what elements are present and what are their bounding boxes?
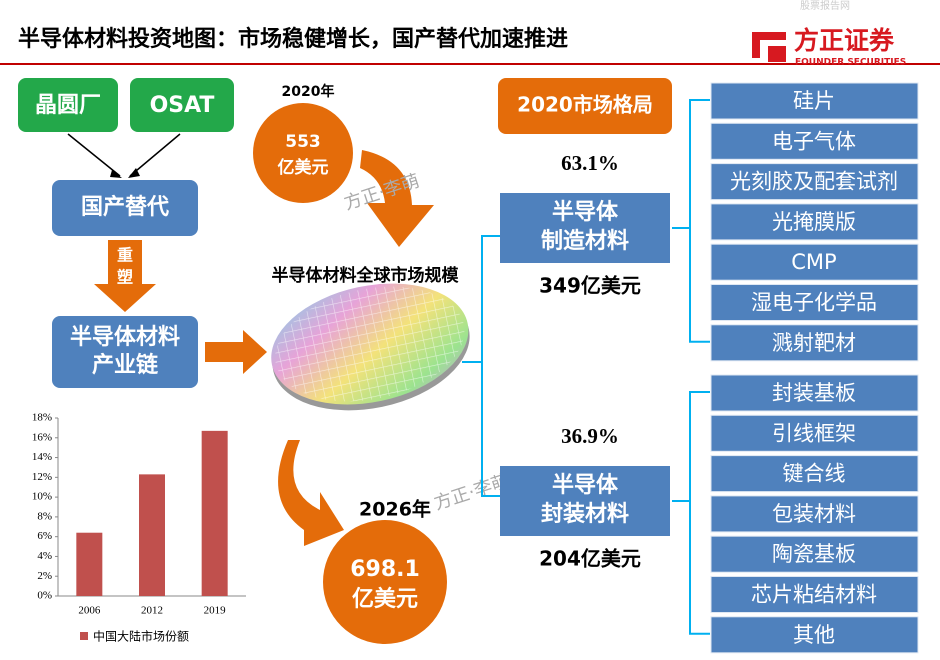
- size: 204亿美元: [539, 547, 641, 571]
- share: 36.9%: [561, 424, 619, 448]
- box-label: 封装材料: [541, 502, 629, 527]
- box-label: 2020市场格局: [517, 93, 653, 117]
- y-tick-label: 16%: [32, 431, 52, 443]
- arrow: [94, 240, 156, 312]
- list-item: [710, 455, 919, 493]
- box-label: OSAT: [150, 93, 215, 118]
- list-item: [710, 122, 919, 160]
- bubble: [323, 520, 447, 644]
- list-item-label: 键合线: [783, 462, 846, 486]
- list-item-label: 封装基板: [772, 381, 856, 405]
- bracket: [672, 99, 710, 343]
- list-item-label: 陶瓷基板: [772, 542, 856, 566]
- list-item: [710, 495, 919, 533]
- y-tick-label: 18%: [32, 412, 52, 424]
- watermark: 股票报告网: [800, 0, 850, 12]
- list-item-label: 溅射靶材: [772, 331, 856, 355]
- list-item: [710, 374, 919, 412]
- arrow: [205, 330, 267, 374]
- list-item-label: 光刻胶及配套试剂: [730, 170, 898, 194]
- bar: [139, 474, 165, 596]
- arrow-label: 重: [117, 246, 133, 265]
- list-item: [710, 414, 919, 452]
- logo: 方正证券: [794, 26, 895, 55]
- list-item: [710, 616, 919, 654]
- list-item: [710, 535, 919, 573]
- bar: [76, 532, 103, 596]
- watermark: 方正·李萌: [432, 471, 512, 515]
- y-tick-label: 10%: [32, 491, 52, 503]
- bar: [201, 430, 228, 596]
- bubble: [253, 103, 353, 203]
- wafer: [271, 283, 470, 411]
- title: 半导体材料投资地图：市场稳健增长，国产替代加速推进: [18, 26, 568, 52]
- list-item-label: 其他: [793, 623, 835, 647]
- box-label: 国产替代: [81, 195, 169, 220]
- arrow-label: 塑: [117, 268, 133, 287]
- list-item-label: CMP: [791, 250, 836, 274]
- y-tick-label: 8%: [37, 510, 52, 522]
- bubble-label: 亿美元: [352, 586, 418, 612]
- bubble-label: 亿美元: [278, 157, 329, 178]
- list-item-label: 包装材料: [772, 502, 856, 526]
- list-item: [710, 82, 919, 120]
- y-tick-label: 14%: [32, 451, 52, 463]
- list-item-label: 电子气体: [772, 129, 856, 153]
- x-tick-label: 2012: [141, 605, 163, 617]
- size: 349亿美元: [539, 274, 641, 298]
- list-item: [710, 243, 919, 281]
- list-item-label: 湿电子化学品: [751, 291, 877, 315]
- box-label: 半导体材料: [70, 325, 180, 350]
- box-label: 半导体: [552, 473, 619, 498]
- bubble-label: 698.1: [350, 557, 420, 582]
- year: 2026年: [359, 498, 431, 521]
- list-item-label: 引线框架: [772, 421, 856, 445]
- legend-label: 中国大陆市场份额: [93, 629, 189, 644]
- arrow: [278, 440, 344, 546]
- list-item: [710, 324, 919, 362]
- logo-en: FOUNDER SECURITIES: [795, 58, 906, 68]
- list-item: [710, 203, 919, 241]
- arrow: [360, 150, 434, 247]
- year: 2020年: [282, 83, 335, 100]
- bubble-label: 553: [285, 132, 321, 152]
- box: [130, 78, 234, 132]
- list-item-label: 硅片: [793, 89, 835, 113]
- list-item: [710, 576, 919, 613]
- box-label: 产业链: [92, 352, 158, 378]
- box-label: 半导体: [552, 200, 619, 225]
- x-tick-label: 2019: [204, 605, 227, 617]
- x-tick-label: 2006: [78, 605, 101, 617]
- y-tick-label: 12%: [32, 471, 52, 483]
- box: [500, 193, 670, 263]
- y-tick-label: 4%: [37, 550, 52, 562]
- legend-swatch: [80, 632, 88, 640]
- arrow: [67, 133, 181, 177]
- list-item-label: 芯片粘结材料: [751, 583, 877, 607]
- box: [18, 78, 118, 132]
- box-label: 制造材料: [541, 229, 629, 254]
- share: 63.1%: [561, 151, 619, 175]
- y-tick-label: 0%: [37, 590, 52, 602]
- y-tick-label: 6%: [37, 530, 52, 542]
- bracket: [672, 391, 710, 635]
- box: [52, 180, 198, 236]
- list-item: [710, 163, 919, 201]
- list-item-label: 光掩膜版: [772, 210, 856, 234]
- arrowhead: [110, 168, 140, 178]
- box-label: 晶圆厂: [35, 93, 101, 118]
- y-tick-label: 2%: [37, 570, 52, 582]
- box: [52, 316, 198, 388]
- bracket: [462, 235, 500, 497]
- box: [500, 466, 670, 536]
- logo-icon: [752, 32, 786, 62]
- box: [498, 78, 672, 134]
- caption: 半导体材料全球市场规模: [272, 265, 460, 286]
- list-item: [710, 284, 919, 321]
